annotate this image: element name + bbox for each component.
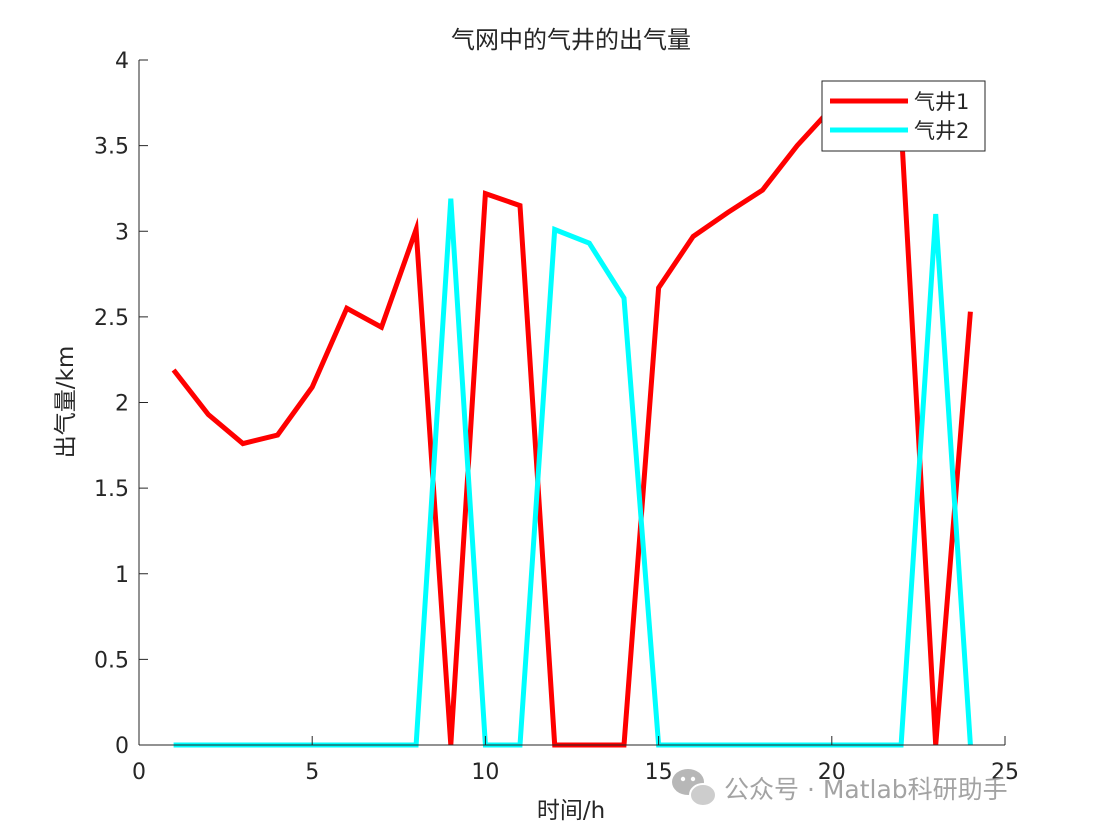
y-tick-label: 3.5 xyxy=(94,135,129,160)
y-tick-label: 4 xyxy=(115,49,129,74)
x-tick-label: 15 xyxy=(645,760,673,785)
y-axis-ticks: 0 0.5 1 1.5 2 2.5 3 3.5 4 xyxy=(94,49,148,759)
y-tick-label: 2.5 xyxy=(94,306,129,331)
x-tick-label: 20 xyxy=(818,760,846,785)
chart-title: 气网中的气井的出气量 xyxy=(451,26,691,54)
legend-label-series-1: 气井1 xyxy=(914,90,969,114)
wechat-icon xyxy=(672,769,717,807)
plot-area: 0 5 10 15 20 25 0 0.5 1 1.5 2 2.5 3 3.5 4 xyxy=(94,49,1019,785)
axes-box xyxy=(139,60,1005,745)
watermark: 公众号 · Matlab科研助手 xyxy=(672,769,1008,807)
legend-label-series-2: 气井2 xyxy=(914,119,969,143)
y-tick-label: 3 xyxy=(115,220,129,245)
y-tick-label: 1.5 xyxy=(94,477,129,502)
x-axis-ticks: 0 5 10 15 20 25 xyxy=(132,736,1019,785)
x-axis-title: 时间/h xyxy=(537,798,605,824)
x-tick-label: 5 xyxy=(305,760,319,785)
legend: 气井1 气井2 xyxy=(821,80,986,152)
x-tick-label: 0 xyxy=(132,760,146,785)
watermark-text: 公众号 · Matlab科研助手 xyxy=(724,775,1008,804)
y-tick-label: 0 xyxy=(115,734,129,759)
x-tick-label: 25 xyxy=(991,760,1019,785)
legend-box xyxy=(821,80,986,152)
y-tick-label: 1 xyxy=(115,563,129,588)
y-tick-label: 2 xyxy=(115,392,129,417)
y-axis-title: 出气量/km xyxy=(53,346,79,458)
y-tick-label: 0.5 xyxy=(94,648,129,673)
x-tick-label: 10 xyxy=(471,760,499,785)
